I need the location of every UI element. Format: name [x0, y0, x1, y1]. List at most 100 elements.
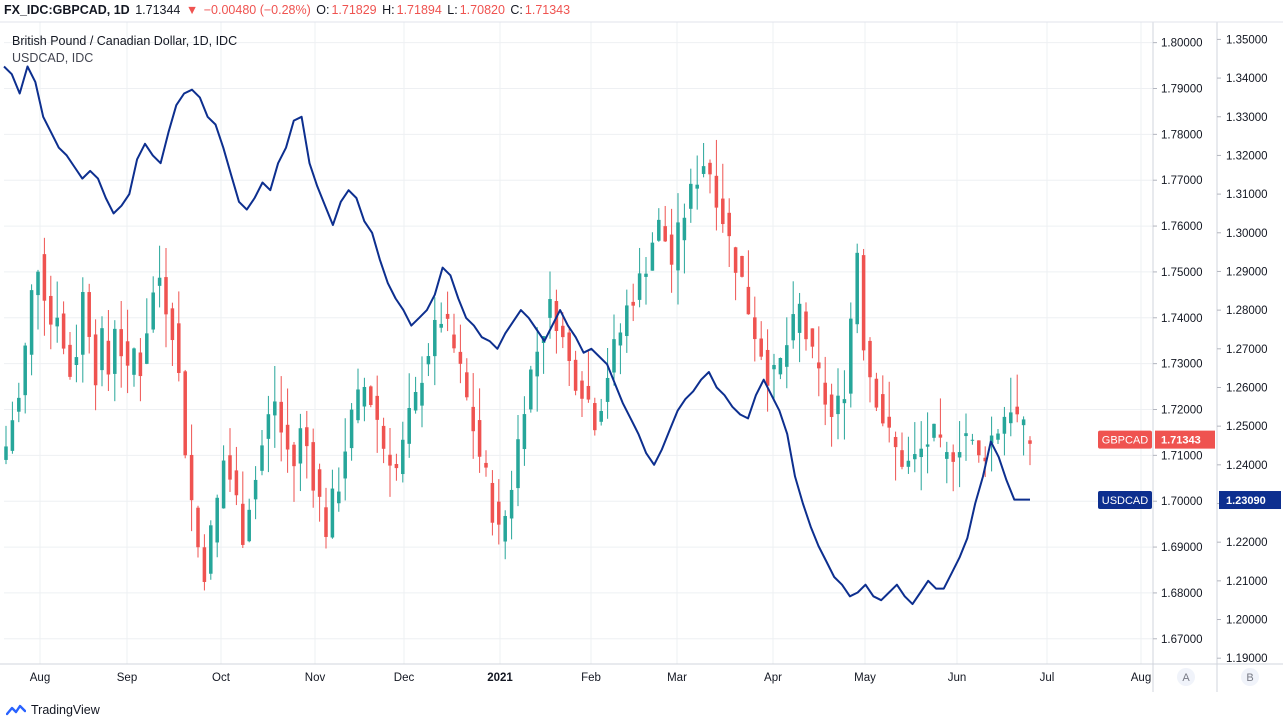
time-axis-label: Jun: [948, 672, 967, 684]
candle-up: [996, 433, 1000, 440]
candle-up: [612, 339, 616, 373]
candle-down: [746, 286, 751, 315]
candle-up: [797, 303, 802, 333]
time-axis-label: Jul: [1040, 672, 1055, 684]
compare-series-title[interactable]: USDCAD, IDC: [12, 51, 94, 65]
candle-up: [17, 397, 21, 412]
scale-button-a: [1177, 668, 1195, 686]
candle-down: [177, 323, 181, 373]
candle-up: [778, 358, 783, 375]
candle-up: [548, 299, 552, 318]
candle-up: [330, 488, 335, 538]
chart-grid: [0, 22, 1283, 664]
candle-up: [1002, 416, 1007, 434]
brand-name: TradingView: [31, 703, 100, 717]
left-axis-label: 1.78000: [1161, 129, 1203, 141]
candle-up: [516, 439, 520, 489]
candle-up: [529, 369, 533, 410]
candle-up: [650, 242, 655, 271]
candle-down: [119, 329, 123, 357]
candle-up: [36, 271, 40, 296]
candle-down: [490, 482, 495, 523]
candle-down: [663, 226, 667, 242]
candle-down: [593, 403, 597, 431]
candle-up: [625, 305, 629, 337]
candle-down: [189, 454, 194, 501]
candle-up: [74, 357, 79, 365]
candle-down: [810, 328, 815, 347]
candle-up: [605, 377, 610, 402]
candle-up: [426, 356, 431, 365]
candle-up: [209, 525, 213, 574]
candle-down: [394, 463, 399, 469]
candle-down: [580, 380, 584, 399]
symbol-name[interactable]: FX_IDC:GBPCAD, 1D: [4, 3, 130, 17]
time-axis-label: Aug: [1131, 672, 1151, 684]
candle-down: [669, 234, 674, 265]
candle-down: [125, 341, 130, 366]
plot-background: [0, 22, 1283, 664]
gbpcad-name-label: GBPCAD: [1102, 435, 1149, 447]
candle-down: [823, 382, 827, 405]
candle-up: [253, 479, 258, 500]
candle-down: [241, 503, 245, 545]
time-axis-label: May: [854, 672, 876, 684]
left-axis-label: 1.74000: [1161, 313, 1203, 325]
candle-down: [445, 313, 450, 319]
candle-down: [631, 301, 635, 306]
candle-down: [983, 457, 987, 462]
tradingview-branding[interactable]: TradingView: [6, 703, 100, 717]
candle-up: [247, 509, 251, 542]
candle-down: [817, 362, 821, 369]
high-value: 1.71894: [396, 3, 442, 17]
close-value: 1.71343: [524, 3, 571, 17]
right-axis-label: 1.20000: [1226, 615, 1268, 627]
left-axis-label: 1.69000: [1161, 542, 1203, 554]
time-axis-label: Dec: [394, 672, 415, 684]
candle-up: [221, 460, 226, 509]
right-axis-label: 1.35000: [1226, 34, 1268, 46]
left-axis-label: 1.72000: [1161, 404, 1203, 416]
time-axis-label: Sep: [117, 672, 137, 684]
candle-up: [55, 317, 59, 327]
candle-down: [881, 394, 885, 424]
right-axis-label: 1.32000: [1226, 150, 1268, 162]
left-axis-label: 1.68000: [1161, 588, 1203, 600]
candle-up: [420, 382, 424, 406]
candle-down: [753, 317, 757, 340]
candle-up: [842, 399, 847, 404]
time-axis-label: Oct: [212, 672, 231, 684]
right-axis-label: 1.24000: [1226, 460, 1268, 472]
scale-button-label-b: B: [1246, 672, 1253, 684]
candle-up: [689, 183, 693, 209]
candle-down: [305, 427, 309, 447]
scale-button-label-a: A: [1182, 672, 1190, 684]
candle-down: [829, 394, 834, 417]
candle-up: [989, 435, 994, 444]
candle-up: [964, 433, 968, 437]
candle-down: [317, 469, 322, 497]
candle-down: [311, 442, 315, 491]
candle-up: [4, 446, 8, 460]
left-axis-label: 1.73000: [1161, 359, 1203, 371]
left-axis-label: 1.75000: [1161, 267, 1203, 279]
price-axis-panel: [1153, 0, 1283, 727]
close-label: C:: [510, 3, 523, 17]
candle-up: [599, 410, 603, 422]
candle-up: [145, 333, 149, 364]
time-axis-label: Mar: [667, 672, 687, 684]
candle-up: [836, 395, 840, 415]
usdcad-name-label: USDCAD: [1102, 495, 1149, 507]
candle-up: [970, 439, 975, 441]
candle-down: [497, 501, 501, 525]
gbpcad-name-badge: [1098, 430, 1152, 449]
last-price: 1.71344: [135, 3, 181, 17]
main-series-title[interactable]: British Pound / Canadian Dollar, 1D, IDC: [12, 34, 238, 48]
candle-up: [407, 408, 411, 444]
candle-up: [132, 348, 136, 375]
left-axis-label: 1.71000: [1161, 450, 1203, 462]
candle-down: [87, 292, 91, 337]
candle-up: [266, 414, 271, 439]
candle-up: [509, 489, 514, 519]
